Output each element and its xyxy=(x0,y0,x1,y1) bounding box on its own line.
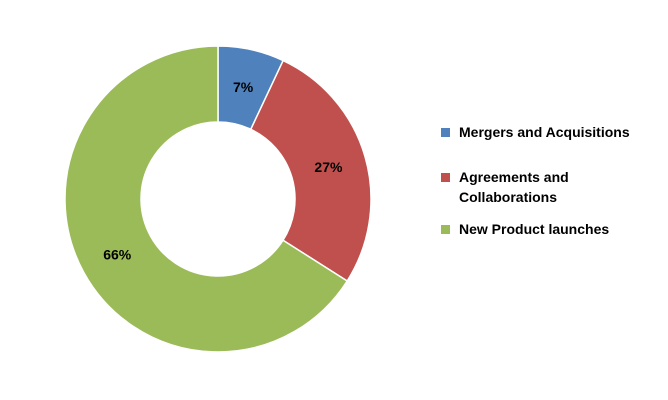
legend-swatch xyxy=(441,173,450,182)
legend-item-mergers-and-acquisitions: Mergers and Acquisitions xyxy=(441,122,661,142)
legend-swatch xyxy=(441,225,450,234)
legend-label: Agreements and Collaborations xyxy=(459,169,569,205)
donut-slice-agreements-and-collaborations xyxy=(249,59,372,283)
donut-data-labels: 7% 27% 66% xyxy=(103,79,343,263)
legend-swatch xyxy=(441,128,450,137)
legend-item-new-product-launches: New Product launches xyxy=(441,219,661,239)
donut-slices xyxy=(64,45,372,353)
donut-chart: 7% 27% 66% xyxy=(64,45,372,353)
legend-label: Mergers and Acquisitions xyxy=(459,124,630,140)
data-label: 7% xyxy=(233,79,254,95)
legend: Mergers and Acquisitions Agreements and … xyxy=(441,122,661,253)
donut-slice-new-product-launches xyxy=(64,45,349,353)
data-label: 27% xyxy=(314,159,343,175)
legend-item-agreements-and-collaborations: Agreements and Collaborations xyxy=(441,167,661,207)
legend-label: New Product launches xyxy=(459,221,610,237)
data-label: 66% xyxy=(103,246,132,262)
